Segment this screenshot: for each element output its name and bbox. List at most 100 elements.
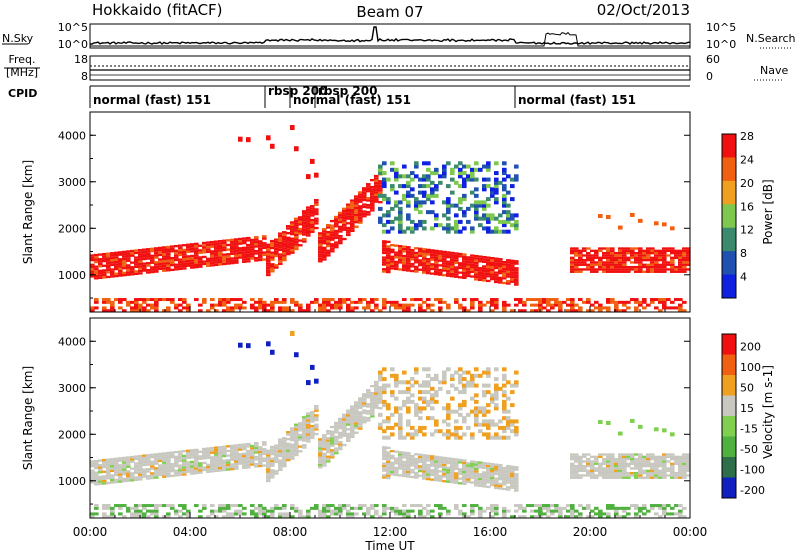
velocity-cell xyxy=(394,373,399,378)
power-cell xyxy=(418,261,423,264)
power-cell xyxy=(494,278,499,281)
beam-title: Beam 07 xyxy=(356,3,423,21)
power-cell xyxy=(490,275,495,278)
power-cell xyxy=(250,241,255,244)
velocity-cell xyxy=(374,404,379,407)
velocity-cell xyxy=(138,512,143,516)
power-cell xyxy=(342,212,347,215)
power-cell xyxy=(458,167,463,172)
power-cell xyxy=(678,249,683,252)
power-cell xyxy=(458,229,463,234)
power-cell xyxy=(294,245,299,248)
velocity-cell xyxy=(378,388,383,391)
velocity-cell xyxy=(598,471,603,475)
velocity-cell xyxy=(270,452,275,456)
velocity-cell xyxy=(406,461,411,464)
power-cell xyxy=(274,247,279,251)
velocity-cell xyxy=(454,419,459,424)
power-cell xyxy=(330,233,335,237)
velocity-cell xyxy=(334,440,339,443)
velocity-cell xyxy=(370,396,375,399)
power-cell xyxy=(90,258,95,262)
velocity-cell xyxy=(378,412,383,417)
power-cell xyxy=(502,281,507,285)
power-cell xyxy=(306,208,311,212)
power-cell xyxy=(374,200,379,203)
power-cell xyxy=(394,306,399,310)
power-cell xyxy=(222,262,227,266)
power-cell xyxy=(406,262,411,265)
power-cell xyxy=(266,269,271,272)
velocity-cell xyxy=(622,464,627,468)
velocity-cell xyxy=(626,458,631,461)
power-cell xyxy=(318,243,323,247)
power-cell xyxy=(290,225,295,229)
velocity-cell xyxy=(638,460,643,463)
power-cell xyxy=(614,254,619,257)
velocity-cell xyxy=(450,396,455,401)
velocity-cell xyxy=(206,468,211,471)
power-cell xyxy=(614,309,619,313)
power-cell xyxy=(386,177,391,182)
velocity-cell xyxy=(290,455,295,458)
velocity-cell xyxy=(430,471,435,474)
power-cell xyxy=(194,263,199,266)
velocity-cell xyxy=(154,476,159,479)
power-cell xyxy=(266,271,271,274)
power-cell xyxy=(318,309,323,313)
velocity-cell xyxy=(506,486,511,489)
velocity-cell xyxy=(390,473,395,476)
velocity-cell xyxy=(270,445,275,449)
power-cell xyxy=(486,256,491,259)
power-cell xyxy=(342,223,347,227)
power-cell xyxy=(274,300,279,304)
power-cell xyxy=(218,240,223,243)
velocity-cell xyxy=(422,456,427,459)
velocity-cell xyxy=(150,460,155,463)
velocity-cell xyxy=(634,471,639,475)
colorbar-tick: 50 xyxy=(740,381,754,394)
velocity-cell xyxy=(470,409,475,414)
velocity-cell xyxy=(502,435,507,440)
power-cell xyxy=(406,226,411,231)
velocity-cell xyxy=(338,445,343,448)
velocity-cell xyxy=(590,460,595,463)
velocity-cell xyxy=(678,476,683,479)
velocity-cell xyxy=(490,472,495,475)
velocity-cell xyxy=(390,470,395,474)
velocity-cell xyxy=(402,465,407,468)
power-cell xyxy=(390,184,395,189)
power-cell xyxy=(402,174,407,179)
power-cell xyxy=(622,300,627,304)
power-cell xyxy=(370,202,375,205)
velocity-cell xyxy=(134,469,139,472)
velocity-cell xyxy=(114,462,119,465)
power-cell xyxy=(290,242,295,245)
velocity-cell xyxy=(310,424,315,428)
velocity-cell xyxy=(674,512,679,516)
velocity-cell xyxy=(306,380,311,386)
velocity-cell xyxy=(414,457,419,461)
power-cell xyxy=(650,270,655,273)
velocity-cell xyxy=(642,471,647,475)
velocity-cell xyxy=(286,512,291,516)
power-cell xyxy=(102,271,107,274)
velocity-cell xyxy=(190,451,195,454)
velocity-cell xyxy=(170,451,175,454)
velocity-cell xyxy=(622,506,627,510)
power-cell xyxy=(434,263,439,267)
velocity-cell xyxy=(554,504,559,508)
velocity-cell xyxy=(134,515,139,519)
velocity-cell xyxy=(494,406,499,411)
velocity-cell xyxy=(458,458,463,462)
velocity-cell xyxy=(146,477,151,480)
power-cell xyxy=(646,268,651,271)
velocity-cell xyxy=(502,406,507,411)
power-cell xyxy=(122,255,127,258)
power-cell xyxy=(282,240,287,243)
power-cell xyxy=(150,266,155,269)
power-cell xyxy=(190,257,195,260)
power-cell xyxy=(446,260,451,263)
power-cell xyxy=(430,272,435,275)
